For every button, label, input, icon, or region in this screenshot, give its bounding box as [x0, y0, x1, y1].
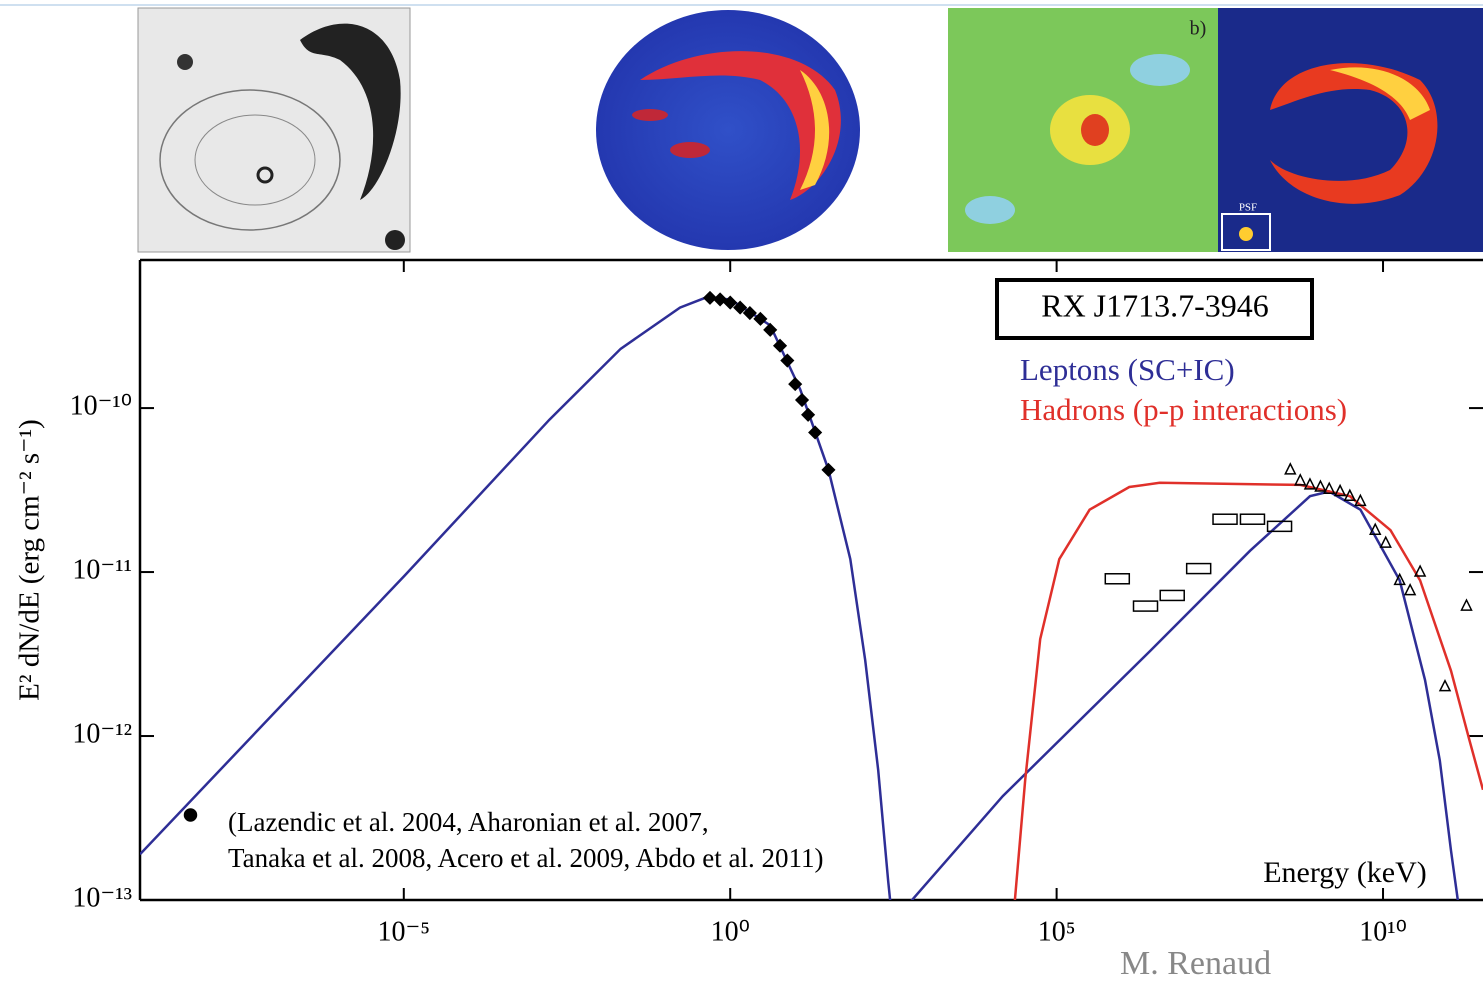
data-point [1185, 562, 1212, 575]
data-point [1314, 479, 1327, 492]
data-point [702, 290, 718, 305]
legend-entry: Leptons (SC+IC) [1020, 352, 1235, 387]
x-tick-label: 10⁻⁵ [378, 916, 431, 947]
image-panel: PSF [1218, 8, 1483, 252]
data-point [1393, 572, 1406, 586]
y-tick-label: 10⁻¹¹ [72, 554, 132, 585]
data-point [1413, 564, 1427, 577]
data-point [723, 295, 738, 310]
data-point [1104, 573, 1131, 585]
data-point [753, 311, 768, 326]
data-point [1212, 513, 1238, 525]
axes-frame [138, 258, 1483, 902]
y-axis-label: E² dN/dE (erg cm⁻² s⁻¹) [14, 419, 46, 701]
data-point [1379, 535, 1392, 548]
psf-label: PSF [1239, 202, 1257, 214]
data-point [1460, 598, 1473, 611]
y-tick-label: 10⁻¹⁰ [70, 391, 132, 422]
y-tick-label: 10⁻¹³ [72, 882, 132, 913]
y-tick-label: 10⁻¹² [72, 718, 132, 749]
image-panel [592, 8, 870, 252]
data-point [801, 407, 816, 422]
data-point [1343, 488, 1357, 501]
data-point [1403, 582, 1417, 596]
legend-entry: Hadrons (p-p interactions) [1020, 392, 1347, 427]
x-tick-label: 10¹⁰ [1359, 916, 1407, 947]
data-point [742, 305, 757, 321]
data-point [1266, 520, 1293, 533]
data-point [1294, 473, 1307, 486]
data-point [1159, 589, 1185, 602]
series-line [140, 296, 1460, 900]
data-point [788, 377, 803, 392]
annotation: Tanaka et al. 2008, Acero et al. 2009, A… [228, 843, 823, 873]
data-point [794, 392, 810, 408]
data-point [808, 425, 823, 440]
x-tick-label: 10⁰ [711, 916, 750, 947]
data-point [1333, 483, 1347, 497]
panel-label: b) [1190, 18, 1207, 40]
credit: M. Renaud [1120, 945, 1271, 982]
data-point [1369, 522, 1382, 535]
x-tick-label: 10⁵ [1038, 916, 1076, 947]
data-point [772, 338, 788, 353]
data-point [1354, 493, 1367, 507]
data-point [821, 462, 836, 477]
series-line [1013, 481, 1483, 900]
data-point [1132, 600, 1159, 612]
plot-area [140, 290, 1483, 900]
data-point [763, 322, 778, 337]
data-point [1323, 481, 1336, 494]
annotation: (Lazendic et al. 2004, Aharonian et al. … [228, 807, 709, 837]
data-point [1284, 462, 1297, 475]
x-axis-label: Energy (keV) [1263, 856, 1427, 889]
data-point [1303, 477, 1317, 490]
data-point [1239, 513, 1266, 525]
image-panel: b) [948, 8, 1218, 252]
data-point [780, 353, 795, 368]
data-point [713, 292, 728, 307]
title-box [995, 278, 1314, 340]
data-point [733, 300, 748, 315]
data-point [1438, 678, 1452, 692]
data-point [183, 808, 198, 822]
chart-title: RX J1713.7-3946 [1041, 287, 1269, 323]
image-panel [137, 7, 411, 253]
